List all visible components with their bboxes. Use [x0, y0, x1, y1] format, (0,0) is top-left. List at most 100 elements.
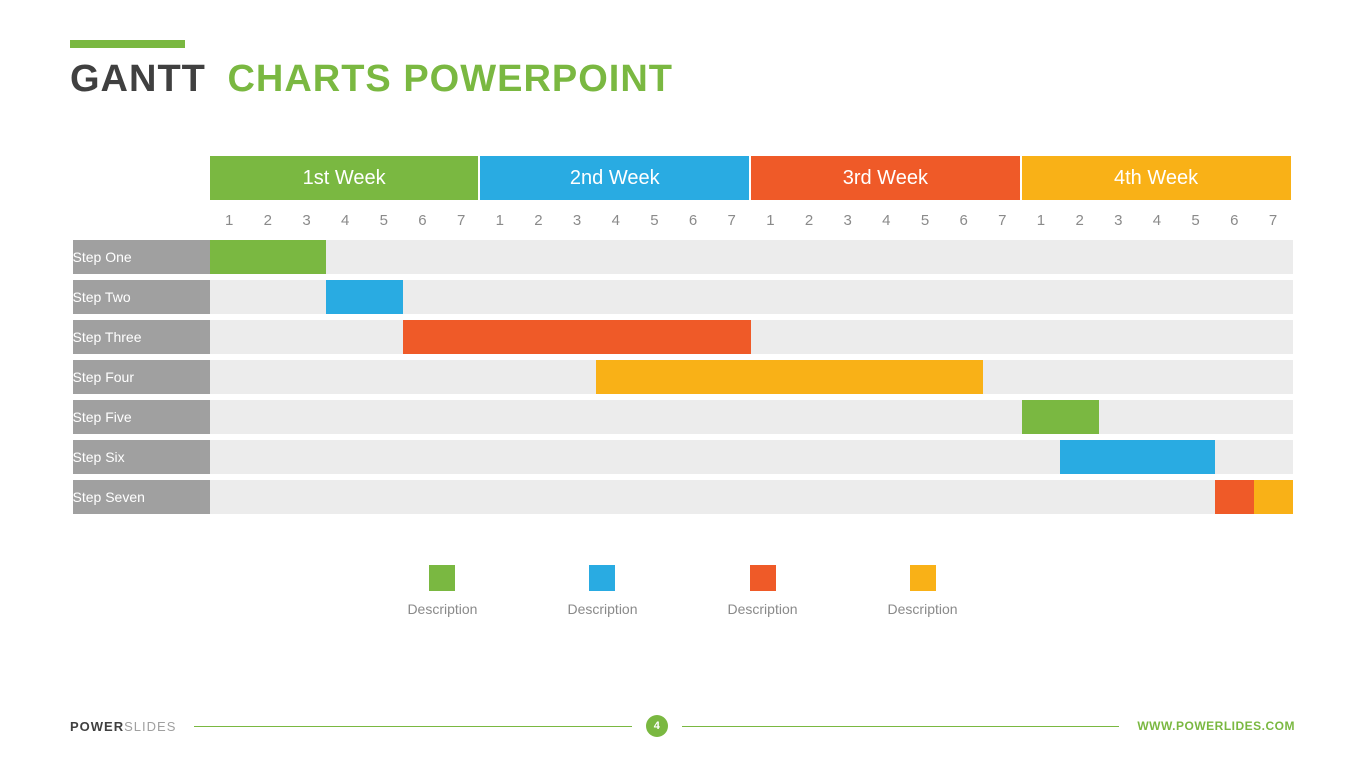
day-header: 1 — [480, 200, 519, 240]
day-header: 2 — [249, 200, 288, 240]
gantt-cell — [442, 280, 481, 314]
gantt-cell — [828, 480, 867, 514]
gantt-cell — [558, 360, 597, 394]
gantt-cell — [442, 400, 481, 434]
day-header: 5 — [364, 200, 403, 240]
gantt-row-label: Step Seven — [73, 480, 210, 514]
gantt-cell — [1022, 360, 1061, 394]
gantt-cell — [210, 320, 249, 354]
gantt-cell — [364, 480, 403, 514]
gantt-cell — [906, 440, 945, 474]
gantt-cell — [442, 440, 481, 474]
gantt-cell — [828, 400, 867, 434]
gantt-cell — [210, 480, 249, 514]
gantt-cell — [403, 400, 442, 434]
gantt-row-label: Step Two — [73, 280, 210, 314]
day-header: 4 — [596, 200, 635, 240]
gantt-cell — [519, 280, 558, 314]
gantt-cell — [558, 280, 597, 314]
gantt-cell — [519, 440, 558, 474]
gantt-cell — [790, 280, 829, 314]
gantt-cell — [944, 480, 983, 514]
gantt-cell — [1215, 480, 1254, 514]
footer-brand-second: SLIDES — [124, 719, 176, 734]
gantt-cell — [828, 280, 867, 314]
gantt-cell — [519, 240, 558, 274]
gantt-cell — [210, 400, 249, 434]
gantt-cell — [751, 320, 790, 354]
gantt-cell — [519, 320, 558, 354]
gantt-cell — [403, 240, 442, 274]
title-accent-bar — [70, 40, 185, 48]
gantt-cell — [1176, 440, 1215, 474]
day-header: 3 — [287, 200, 326, 240]
gantt-cell — [1099, 320, 1138, 354]
gantt-cell — [674, 360, 713, 394]
gantt-cell — [596, 440, 635, 474]
gantt-cell — [1022, 320, 1061, 354]
legend-swatch — [910, 565, 936, 591]
gantt-cell — [1176, 400, 1215, 434]
gantt-cell — [790, 440, 829, 474]
gantt-cell — [1254, 480, 1293, 514]
gantt-cell — [712, 280, 751, 314]
gantt-cell — [1060, 400, 1099, 434]
legend-label: Description — [567, 601, 637, 617]
gantt-cell — [712, 440, 751, 474]
gantt-cell — [906, 280, 945, 314]
gantt-cell — [790, 400, 829, 434]
gantt-cell — [867, 400, 906, 434]
gantt-cell — [983, 360, 1022, 394]
gantt-cell — [364, 360, 403, 394]
gantt-cell — [1060, 480, 1099, 514]
gantt-cell — [983, 440, 1022, 474]
gantt-cell — [1138, 400, 1177, 434]
gantt-cell — [790, 320, 829, 354]
gantt-cell — [249, 480, 288, 514]
gantt-cell — [364, 400, 403, 434]
gantt-cell — [1215, 240, 1254, 274]
gantt-cell — [635, 280, 674, 314]
gantt-cell — [480, 240, 519, 274]
footer-line-right — [682, 726, 1119, 727]
gantt-cell — [790, 360, 829, 394]
day-header: 6 — [674, 200, 713, 240]
gantt-cell — [674, 440, 713, 474]
gantt-cell — [326, 240, 365, 274]
gantt-cell — [364, 240, 403, 274]
gantt-cell — [1176, 480, 1215, 514]
gantt-cell — [287, 480, 326, 514]
legend-label: Description — [728, 601, 798, 617]
gantt-cell — [867, 480, 906, 514]
gantt-chart: 1st Week2nd Week3rd Week4th Week12345671… — [73, 156, 1293, 520]
gantt-cell — [249, 360, 288, 394]
gantt-cell — [1215, 280, 1254, 314]
legend-swatch — [589, 565, 615, 591]
legend-swatch — [429, 565, 455, 591]
gantt-cell — [751, 360, 790, 394]
gantt-cell — [442, 240, 481, 274]
gantt-cell — [867, 240, 906, 274]
gantt-cell — [480, 440, 519, 474]
gantt-cell — [828, 240, 867, 274]
gantt-cell — [635, 480, 674, 514]
gantt-cell — [635, 360, 674, 394]
legend-swatch — [750, 565, 776, 591]
day-header: 4 — [867, 200, 906, 240]
gantt-cell — [1215, 400, 1254, 434]
gantt-cell — [906, 240, 945, 274]
gantt-cell — [944, 360, 983, 394]
gantt-cell — [751, 480, 790, 514]
day-header: 2 — [790, 200, 829, 240]
gantt-cell — [596, 320, 635, 354]
gantt-cell — [403, 280, 442, 314]
gantt-cell — [326, 320, 365, 354]
gantt-cell — [867, 360, 906, 394]
gantt-cell — [674, 280, 713, 314]
gantt-cell — [249, 240, 288, 274]
gantt-cell — [944, 320, 983, 354]
gantt-cell — [1060, 240, 1099, 274]
gantt-cell — [480, 360, 519, 394]
gantt-cell — [1176, 280, 1215, 314]
gantt-cell — [1099, 440, 1138, 474]
